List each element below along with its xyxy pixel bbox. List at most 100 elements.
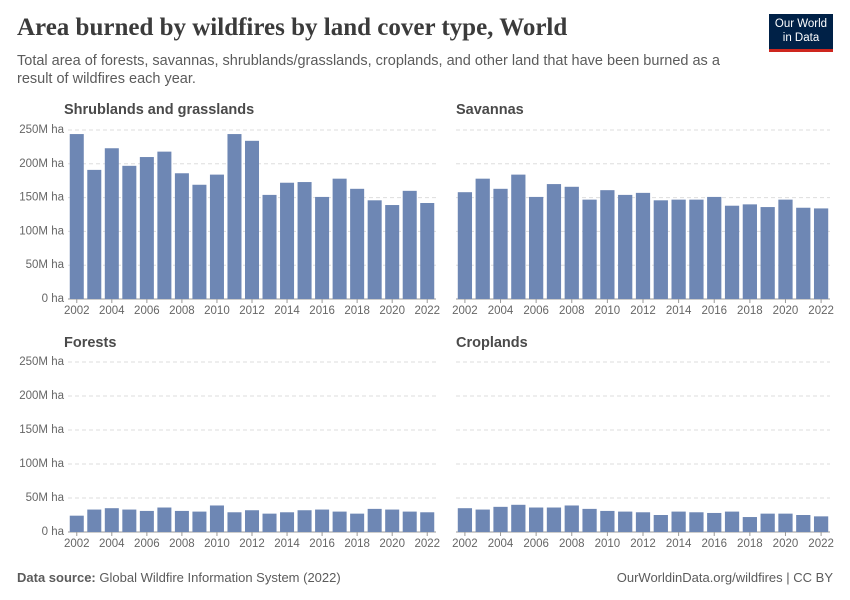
bar bbox=[69, 515, 84, 532]
source: Data source: Global Wildfire Information… bbox=[17, 570, 341, 585]
bar bbox=[760, 207, 775, 299]
x-tick-label: 2004 bbox=[99, 305, 125, 317]
bar bbox=[582, 508, 597, 532]
bar bbox=[493, 506, 508, 532]
x-tick-label: 2010 bbox=[595, 305, 621, 317]
bar bbox=[332, 178, 347, 299]
x-tick-label: 2018 bbox=[737, 305, 763, 317]
bar bbox=[724, 511, 740, 532]
bar bbox=[174, 510, 189, 532]
bar bbox=[529, 196, 544, 299]
source-text: Global Wildfire Information System (2022… bbox=[99, 570, 341, 585]
bar bbox=[813, 516, 829, 532]
x-tick-label: 2014 bbox=[274, 305, 300, 317]
bar bbox=[350, 513, 365, 532]
x-tick-label: 2002 bbox=[452, 538, 478, 550]
bar bbox=[796, 515, 811, 532]
x-tick-label: 2022 bbox=[808, 305, 834, 317]
bar bbox=[564, 186, 579, 299]
x-tick-label: 2004 bbox=[488, 538, 514, 550]
bar bbox=[582, 199, 597, 299]
x-tick-label: 2012 bbox=[239, 305, 265, 317]
bar bbox=[227, 134, 242, 299]
bar bbox=[315, 509, 330, 532]
bar bbox=[157, 151, 172, 299]
bar bbox=[174, 173, 189, 299]
y-tick-label: 50M ha bbox=[26, 492, 65, 504]
x-tick-label: 2006 bbox=[134, 305, 160, 317]
bar bbox=[332, 511, 347, 532]
x-tick-label: 2002 bbox=[452, 305, 478, 317]
bar bbox=[297, 510, 312, 532]
y-tick-label: 150M ha bbox=[19, 192, 64, 204]
bar bbox=[600, 510, 615, 532]
bar bbox=[618, 194, 633, 299]
bar bbox=[244, 140, 260, 299]
bar bbox=[724, 205, 740, 299]
x-tick-label: 2016 bbox=[309, 305, 335, 317]
x-tick-label: 2010 bbox=[595, 538, 621, 550]
x-tick-label: 2012 bbox=[630, 305, 656, 317]
subtitle: Total area of forests, savannas, shrubla… bbox=[17, 53, 720, 87]
y-tick-label: 250M ha bbox=[19, 124, 64, 136]
y-tick-label: 200M ha bbox=[19, 390, 64, 402]
x-tick-label: 2018 bbox=[737, 538, 763, 550]
footer-link[interactable]: OurWorldinData.org/wildfires | CC BY bbox=[616, 570, 833, 585]
bar bbox=[420, 512, 435, 532]
logo-line: in Data bbox=[782, 32, 820, 44]
bar bbox=[475, 178, 490, 299]
x-tick-label: 2008 bbox=[559, 305, 585, 317]
source-label: Data source: bbox=[17, 570, 96, 585]
bar bbox=[87, 169, 102, 299]
x-tick-label: 2002 bbox=[64, 538, 90, 550]
x-tick-label: 2012 bbox=[630, 538, 656, 550]
bar bbox=[122, 165, 137, 299]
bar bbox=[122, 509, 137, 532]
x-tick-label: 2020 bbox=[379, 305, 405, 317]
bar bbox=[778, 199, 793, 299]
x-tick-label: 2022 bbox=[414, 538, 440, 550]
bar bbox=[69, 134, 84, 299]
x-tick-label: 2006 bbox=[134, 538, 160, 550]
bar bbox=[653, 515, 668, 532]
bar bbox=[635, 192, 651, 299]
x-tick-label: 2012 bbox=[239, 538, 265, 550]
x-tick-label: 2020 bbox=[773, 538, 799, 550]
bar bbox=[87, 509, 102, 532]
bar bbox=[104, 508, 119, 532]
y-tick-label: 0 ha bbox=[42, 526, 65, 538]
bar bbox=[689, 199, 704, 299]
bar bbox=[778, 513, 793, 532]
x-tick-label: 2014 bbox=[274, 538, 300, 550]
bar bbox=[209, 174, 224, 299]
bar bbox=[813, 208, 829, 299]
logo-line: Our World bbox=[774, 18, 828, 30]
bar bbox=[653, 200, 668, 299]
x-tick-label: 2010 bbox=[204, 305, 230, 317]
panel-title: Savannas bbox=[456, 102, 524, 118]
bar bbox=[457, 192, 473, 299]
bar bbox=[139, 510, 154, 532]
bar bbox=[280, 512, 295, 532]
x-tick-label: 2008 bbox=[169, 305, 195, 317]
y-tick-label: 0 ha bbox=[42, 293, 65, 305]
x-tick-label: 2004 bbox=[99, 538, 125, 550]
bar bbox=[618, 511, 633, 532]
x-tick-label: 2020 bbox=[773, 305, 799, 317]
bar bbox=[742, 204, 757, 299]
bar bbox=[742, 517, 757, 532]
bar bbox=[262, 194, 277, 299]
bar bbox=[564, 505, 579, 532]
y-tick-label: 200M ha bbox=[19, 158, 64, 170]
logo[interactable]: Our World in Data bbox=[769, 14, 833, 52]
bar bbox=[546, 507, 562, 532]
bar bbox=[157, 507, 172, 532]
x-tick-label: 2020 bbox=[379, 538, 405, 550]
bar bbox=[350, 188, 365, 299]
x-tick-label: 2008 bbox=[169, 538, 195, 550]
bar bbox=[600, 190, 615, 299]
bar bbox=[262, 513, 277, 532]
title: Area burned by wildfires by land cover t… bbox=[17, 14, 568, 41]
x-tick-label: 2018 bbox=[344, 538, 370, 550]
